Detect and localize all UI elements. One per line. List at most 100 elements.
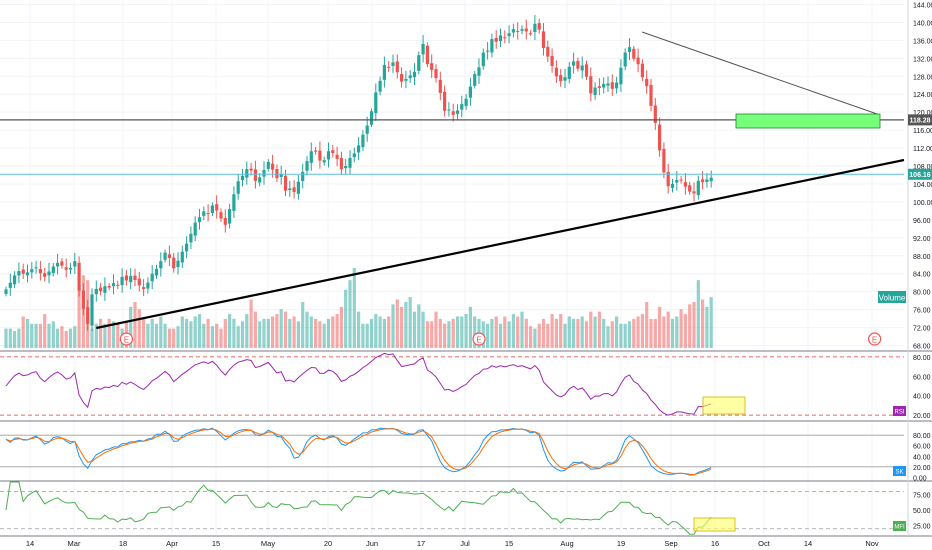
candle-body[interactable]: [142, 287, 146, 289]
candles[interactable]: [4, 14, 713, 332]
candle-body[interactable]: [675, 179, 679, 183]
candle-body[interactable]: [189, 233, 193, 243]
candle-body[interactable]: [197, 217, 202, 223]
candle-body[interactable]: [163, 252, 167, 260]
candle-body[interactable]: [451, 111, 455, 115]
candle-body[interactable]: [318, 150, 322, 161]
price-level-badge[interactable]: [908, 114, 932, 126]
candle-body[interactable]: [662, 148, 666, 173]
candle-body[interactable]: [645, 78, 649, 87]
candle-body[interactable]: [490, 39, 494, 53]
candle-body[interactable]: [559, 75, 563, 82]
candle-body[interactable]: [516, 30, 520, 32]
candle-body[interactable]: [610, 82, 614, 89]
candle-body[interactable]: [434, 69, 438, 79]
candle-body[interactable]: [266, 161, 270, 169]
candle-body[interactable]: [438, 79, 442, 93]
candle-body[interactable]: [64, 267, 68, 270]
candle-body[interactable]: [107, 286, 111, 288]
candle-body[interactable]: [374, 92, 378, 114]
candle-body[interactable]: [322, 160, 326, 163]
candle-body[interactable]: [430, 63, 434, 70]
candle-body[interactable]: [395, 61, 399, 73]
mfi-highlight-box[interactable]: [693, 517, 736, 532]
candle-body[interactable]: [602, 83, 606, 88]
pane-separators[interactable]: [0, 350, 932, 537]
candle-body[interactable]: [580, 65, 584, 71]
candle-body[interactable]: [232, 194, 236, 211]
candle-body[interactable]: [210, 205, 214, 214]
candle-body[interactable]: [477, 67, 481, 76]
candle-body[interactable]: [640, 63, 644, 78]
candle-body[interactable]: [146, 282, 150, 289]
candle-body[interactable]: [253, 169, 257, 181]
candle-body[interactable]: [378, 80, 382, 92]
candle-body[interactable]: [172, 257, 176, 269]
candle-body[interactable]: [464, 98, 468, 106]
candle-body[interactable]: [245, 169, 249, 178]
candle-body[interactable]: [292, 187, 296, 193]
candle-body[interactable]: [73, 261, 77, 267]
candle-body[interactable]: [408, 75, 412, 79]
candle-body[interactable]: [400, 74, 404, 82]
candle-body[interactable]: [331, 150, 335, 154]
candle-body[interactable]: [653, 105, 657, 123]
candle-body[interactable]: [47, 271, 51, 276]
candle-body[interactable]: [258, 177, 262, 183]
candle-body[interactable]: [116, 284, 120, 286]
candle-body[interactable]: [56, 262, 60, 267]
candle-body[interactable]: [215, 204, 219, 211]
candle-body[interactable]: [314, 150, 318, 152]
candle-body[interactable]: [705, 179, 709, 182]
candle-body[interactable]: [94, 288, 98, 295]
price-level-badge[interactable]: [908, 168, 932, 180]
candle-body[interactable]: [344, 166, 348, 169]
candle-body[interactable]: [404, 78, 408, 81]
candle-body[interactable]: [357, 145, 361, 153]
candle-body[interactable]: [365, 125, 369, 134]
candle-body[interactable]: [550, 55, 554, 66]
candle-body[interactable]: [658, 124, 662, 151]
candle-body[interactable]: [692, 191, 696, 194]
candle-body[interactable]: [167, 254, 171, 259]
candle-body[interactable]: [326, 151, 331, 160]
candle-body[interactable]: [627, 47, 632, 53]
earnings-marker[interactable]: [867, 332, 882, 346]
price-axis[interactable]: 20.00 40.00 60.00 80.00 RSI 0.00 20.00 40.00 60.…: [893, 0, 932, 536]
candle-body[interactable]: [666, 171, 670, 187]
candle-body[interactable]: [352, 153, 356, 158]
candle-body[interactable]: [228, 209, 232, 224]
candle-body[interactable]: [133, 275, 137, 280]
candle-body[interactable]: [391, 62, 395, 66]
candle-body[interactable]: [615, 82, 619, 89]
candle-body[interactable]: [77, 262, 81, 291]
candle-body[interactable]: [546, 46, 550, 57]
candle-body[interactable]: [283, 175, 288, 191]
candle-body[interactable]: [567, 66, 571, 79]
candle-body[interactable]: [34, 267, 38, 269]
candle-body[interactable]: [335, 154, 339, 159]
candle-body[interactable]: [412, 71, 417, 78]
candle-body[interactable]: [120, 276, 124, 286]
candle-body[interactable]: [443, 91, 447, 111]
resistance-trendline[interactable]: [641, 31, 881, 116]
candle-body[interactable]: [597, 86, 601, 88]
candle-body[interactable]: [111, 283, 116, 287]
candle-body[interactable]: [25, 272, 30, 276]
candle-body[interactable]: [8, 282, 12, 288]
candle-body[interactable]: [636, 57, 640, 65]
candle-body[interactable]: [369, 111, 374, 125]
candle-body[interactable]: [593, 87, 597, 96]
candle-body[interactable]: [473, 74, 477, 86]
rsi-highlight-box[interactable]: [702, 396, 746, 415]
candle-body[interactable]: [150, 273, 154, 282]
candle-body[interactable]: [619, 67, 623, 85]
candle-body[interactable]: [498, 35, 503, 42]
candle-body[interactable]: [649, 84, 653, 106]
drawing-tools[interactable]: [0, 31, 905, 330]
time-axis[interactable]: 14 Mar 18 Apr 15 May 20 Jun 17 Jul 15 Aug 19 Sep 16 Oct…: [26, 539, 879, 548]
candle-body[interactable]: [176, 260, 180, 268]
candle-body[interactable]: [417, 55, 421, 71]
candle-body[interactable]: [13, 275, 17, 285]
